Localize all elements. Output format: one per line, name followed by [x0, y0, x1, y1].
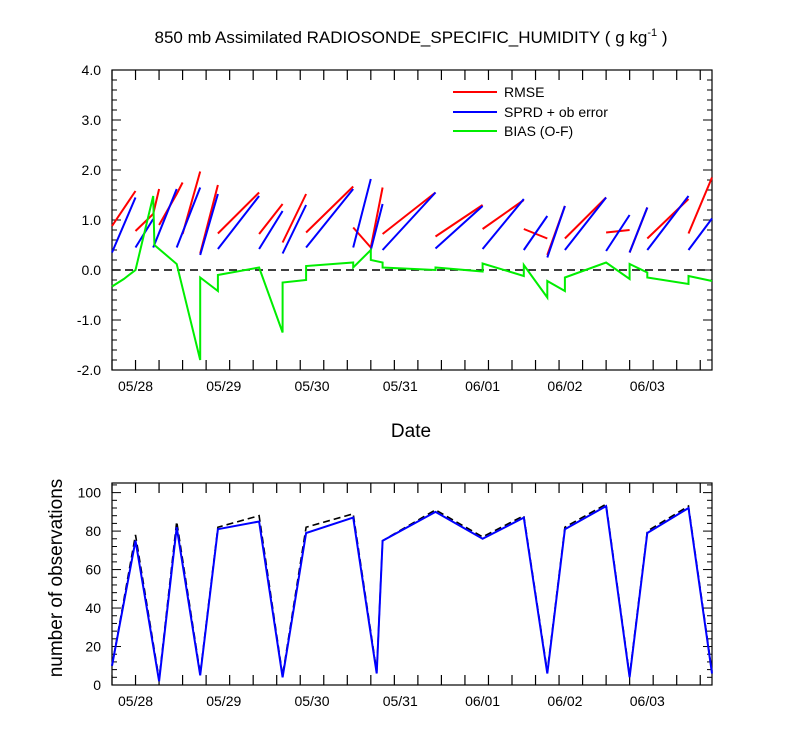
- top-series-rmse-line: [217, 191, 260, 235]
- top-series-sprd-ob-error-line: [352, 178, 372, 248]
- top-x-tick-label: 05/29: [206, 378, 241, 394]
- bottom-y-tick-label: 60: [85, 562, 101, 578]
- x-axis-title: Date: [391, 421, 431, 442]
- top-y-tick-label: 1.0: [82, 212, 102, 228]
- top-series-rmse-line: [258, 203, 284, 235]
- bottom-plot-area: 0 20 40 60 80 100 05/28 05/29 05/30 05/31 06/01 06/…: [78, 482, 713, 709]
- top-series-sprd-ob-error-line: [305, 188, 354, 249]
- top-series-sprd-ob-error-line: [564, 196, 607, 251]
- top-series-sprd-ob-error-line: [217, 195, 260, 250]
- legend-sprd-label: SPRD + ob error: [504, 104, 608, 120]
- top-series-sprd-ob-error-line: [369, 203, 384, 251]
- legend-rmse-label: RMSE: [504, 84, 544, 100]
- bottom-x-tick-label: 06/02: [547, 693, 582, 709]
- top-series-rmse-line: [111, 190, 137, 227]
- top-series-sprd-ob-error-line: [605, 214, 631, 252]
- top-series-sprd-ob-error-line: [175, 187, 202, 248]
- top-series-sprd-ob-error-line: [152, 188, 178, 248]
- top-x-tick-label: 05/28: [118, 378, 153, 394]
- bottom-x-tick-label: 05/31: [383, 693, 418, 709]
- top-series-sprd-ob-error-line: [522, 215, 549, 251]
- top-x-tick-label: 06/02: [547, 378, 582, 394]
- top-y-tick-label: 3.0: [82, 112, 102, 128]
- top-series-sprd-ob-error-line: [381, 191, 437, 251]
- top-x-tick-label: 05/30: [294, 378, 329, 394]
- top-y-tick-label: 4.0: [82, 62, 102, 78]
- bottom-plot-frame: [111, 482, 713, 686]
- legend: RMSE SPRD + ob error BIAS (O-F): [453, 84, 608, 139]
- top-series-rmse-line: [158, 182, 184, 226]
- top-series-sprd-ob-error-line: [199, 193, 219, 256]
- bottom-y-tick-label: 0: [93, 677, 101, 693]
- top-plot-frame: [111, 69, 713, 371]
- top-series-sprd-ob-error-line: [258, 210, 284, 250]
- chart-title: 850 mb Assimilated RADIOSONDE_SPECIFIC_H…: [155, 27, 668, 47]
- top-series-sprd-ob-error-line: [628, 207, 649, 253]
- top-series-rmse-line: [482, 199, 525, 230]
- top-x-tick-label: 06/03: [630, 378, 665, 394]
- top-x-tick-label: 06/01: [465, 378, 500, 394]
- top-plot-area: -2.0 -1.0 0.0 1.0 2.0 3.0 4.0 05/28 05/29 05/30 05…: [77, 62, 713, 394]
- top-series-rmse-line: [381, 191, 437, 235]
- top-series-rmse-line: [687, 177, 713, 234]
- bottom-y-tick-label: 80: [85, 523, 101, 539]
- top-series-sprd-ob-error-line: [434, 205, 484, 250]
- top-series-sprd-ob-error-line: [111, 197, 137, 253]
- bottom-y-tick-label: 40: [85, 600, 101, 616]
- top-series-sprd-ob-error-line: [546, 205, 566, 258]
- top-series-sprd-ob-error-line: [687, 217, 713, 251]
- top-y-tick-label: 2.0: [82, 162, 102, 178]
- bottom-x-tick-label: 05/28: [118, 693, 153, 709]
- bottom-x-tick-label: 06/03: [630, 693, 665, 709]
- top-series-rmse-line: [281, 193, 307, 243]
- bottom-y-tick-label: 20: [85, 639, 101, 655]
- top-y-tick-label: 0.0: [82, 262, 102, 278]
- legend-bias-label: BIAS (O-F): [504, 123, 573, 139]
- bottom-y-tick-label: 100: [78, 485, 102, 501]
- bottom-x-tick-label: 05/29: [206, 693, 241, 709]
- bottom-x-tick-label: 06/01: [465, 693, 500, 709]
- bottom-x-tick-label: 05/30: [294, 693, 329, 709]
- top-y-tick-label: -2.0: [77, 362, 101, 378]
- top-series-sprd-ob-error-line: [281, 204, 307, 254]
- top-series-sprd-ob-error-line: [481, 198, 525, 250]
- top-y-tick-label: -1.0: [77, 312, 101, 328]
- top-series-bias-o-f-line: [111, 195, 713, 361]
- top-series-rmse-line: [564, 196, 607, 240]
- top-series-sprd-ob-error-line: [646, 195, 690, 251]
- top-series-rmse-line: [305, 185, 354, 234]
- y-axis-title-bottom: number of observations: [46, 479, 67, 678]
- top-x-tick-label: 05/31: [383, 378, 418, 394]
- bottom-series-assimilated-line: [111, 504, 713, 682]
- top-series-rmse-line: [434, 204, 484, 238]
